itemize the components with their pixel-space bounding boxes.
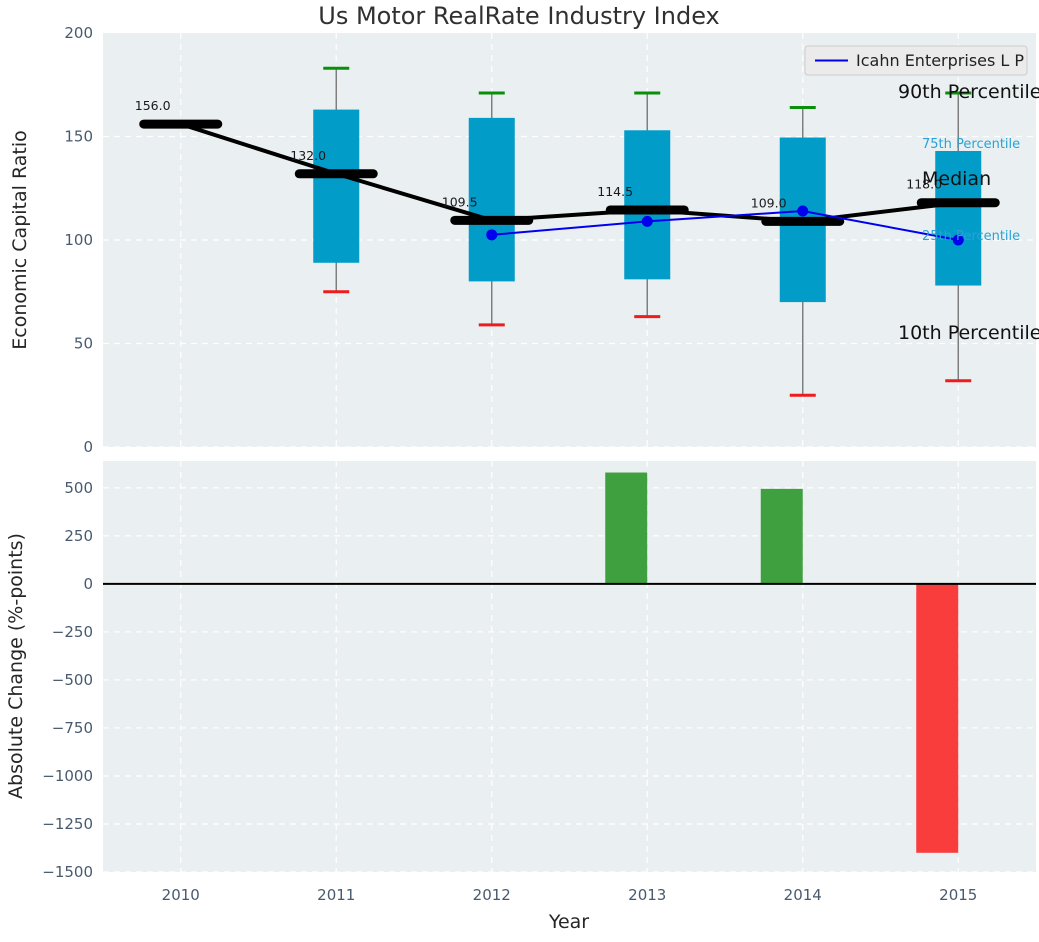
median-value-label: 118.0	[906, 177, 942, 192]
lower-panel: 500 250 0 −250 −500 −750 −1000 −1250 −1500 Absol…	[5, 461, 1036, 933]
icahn-data-point[interactable]	[952, 234, 964, 246]
median-value-label: 114.5	[597, 184, 633, 199]
x-tick-label: 2010	[162, 886, 200, 904]
annotation-25th-percentile: 25th Percentile	[922, 229, 1020, 244]
median-markers	[139, 119, 1000, 226]
upper-gridlines	[103, 135, 1036, 448]
percentile-annotations: 90th Percentile 75th Percentile Median 2…	[898, 81, 1039, 344]
median-value-labels: 156.0 132.0 109.5 114.5 109.0 118.0	[135, 98, 942, 210]
upper-y-tick-label: 150	[64, 128, 93, 146]
icahn-data-point[interactable]	[797, 205, 809, 217]
change-bar[interactable]	[760, 488, 803, 584]
change-bars-group	[605, 472, 959, 853]
x-axis-ticks: 2010 2011 2012 2013 2014 2015	[162, 886, 978, 904]
icahn-series-line	[491, 210, 959, 241]
upper-y-axis-label: Economic Capital Ratio	[9, 130, 31, 349]
lower-y-axis-ticks: 500 250 0 −250 −500 −750 −1000 −1250 −1500	[42, 479, 93, 881]
annotation-75th-percentile: 75th Percentile	[922, 137, 1020, 152]
annotation-median: Median	[922, 168, 991, 190]
icahn-data-point[interactable]	[641, 215, 653, 227]
upper-y-tick-label: 0	[83, 438, 93, 456]
icahn-polyline	[491, 210, 959, 241]
annotation-10th-percentile: 10th Percentile	[898, 322, 1039, 344]
legend-box[interactable]	[804, 45, 1028, 76]
median-value-label: 109.5	[442, 194, 478, 209]
upper-y-tick-label: 200	[64, 24, 93, 42]
lower-y-tick-label: −1000	[42, 767, 93, 785]
x-tick-label: 2012	[473, 886, 511, 904]
median-value-label: 132.0	[290, 148, 326, 163]
change-bar[interactable]	[605, 472, 648, 584]
lower-y-tick-label: −1500	[42, 863, 93, 881]
box-iqr	[624, 130, 671, 280]
boxplot-group	[313, 66, 982, 397]
x-axis-label: Year	[548, 911, 589, 933]
x-tick-label: 2013	[628, 886, 666, 904]
page-title: Us Motor RealRate Industry Index	[318, 2, 720, 30]
upper-panel: 0 50 100 150 200 Economic Capital Ratio 156.…	[9, 24, 1039, 456]
lower-y-tick-label: −750	[52, 719, 93, 737]
legend[interactable]: Icahn Enterprises L P	[804, 45, 1028, 76]
box-iqr	[468, 117, 515, 282]
lower-y-tick-label: 250	[64, 527, 93, 545]
upper-y-axis-ticks: 0 50 100 150 200	[64, 24, 93, 456]
box-iqr	[935, 150, 982, 286]
lower-y-tick-label: −500	[52, 671, 93, 689]
x-tick-label: 2011	[317, 886, 355, 904]
change-bar[interactable]	[916, 583, 959, 853]
box-iqr	[313, 109, 360, 263]
lower-y-axis-label: Absolute Change (%-points)	[5, 533, 27, 799]
icahn-markers	[486, 205, 964, 246]
lower-y-tick-label: 500	[64, 479, 93, 497]
median-value-label: 109.0	[751, 195, 787, 210]
lower-plot-background	[103, 461, 1036, 872]
lower-gridlines	[103, 487, 1036, 873]
x-tick-label: 2014	[784, 886, 822, 904]
icahn-data-point[interactable]	[486, 229, 498, 241]
upper-y-tick-label: 50	[74, 335, 93, 353]
upper-y-tick-label: 100	[64, 231, 93, 249]
median-value-label: 156.0	[135, 98, 171, 113]
lower-y-tick-label: −1250	[42, 815, 93, 833]
lower-y-tick-label: −250	[52, 623, 93, 641]
x-tick-label: 2015	[939, 886, 977, 904]
lower-y-tick-label: 0	[83, 575, 93, 593]
legend-label-icahn: Icahn Enterprises L P	[856, 51, 1024, 70]
annotation-90th-percentile: 90th Percentile	[898, 81, 1039, 103]
